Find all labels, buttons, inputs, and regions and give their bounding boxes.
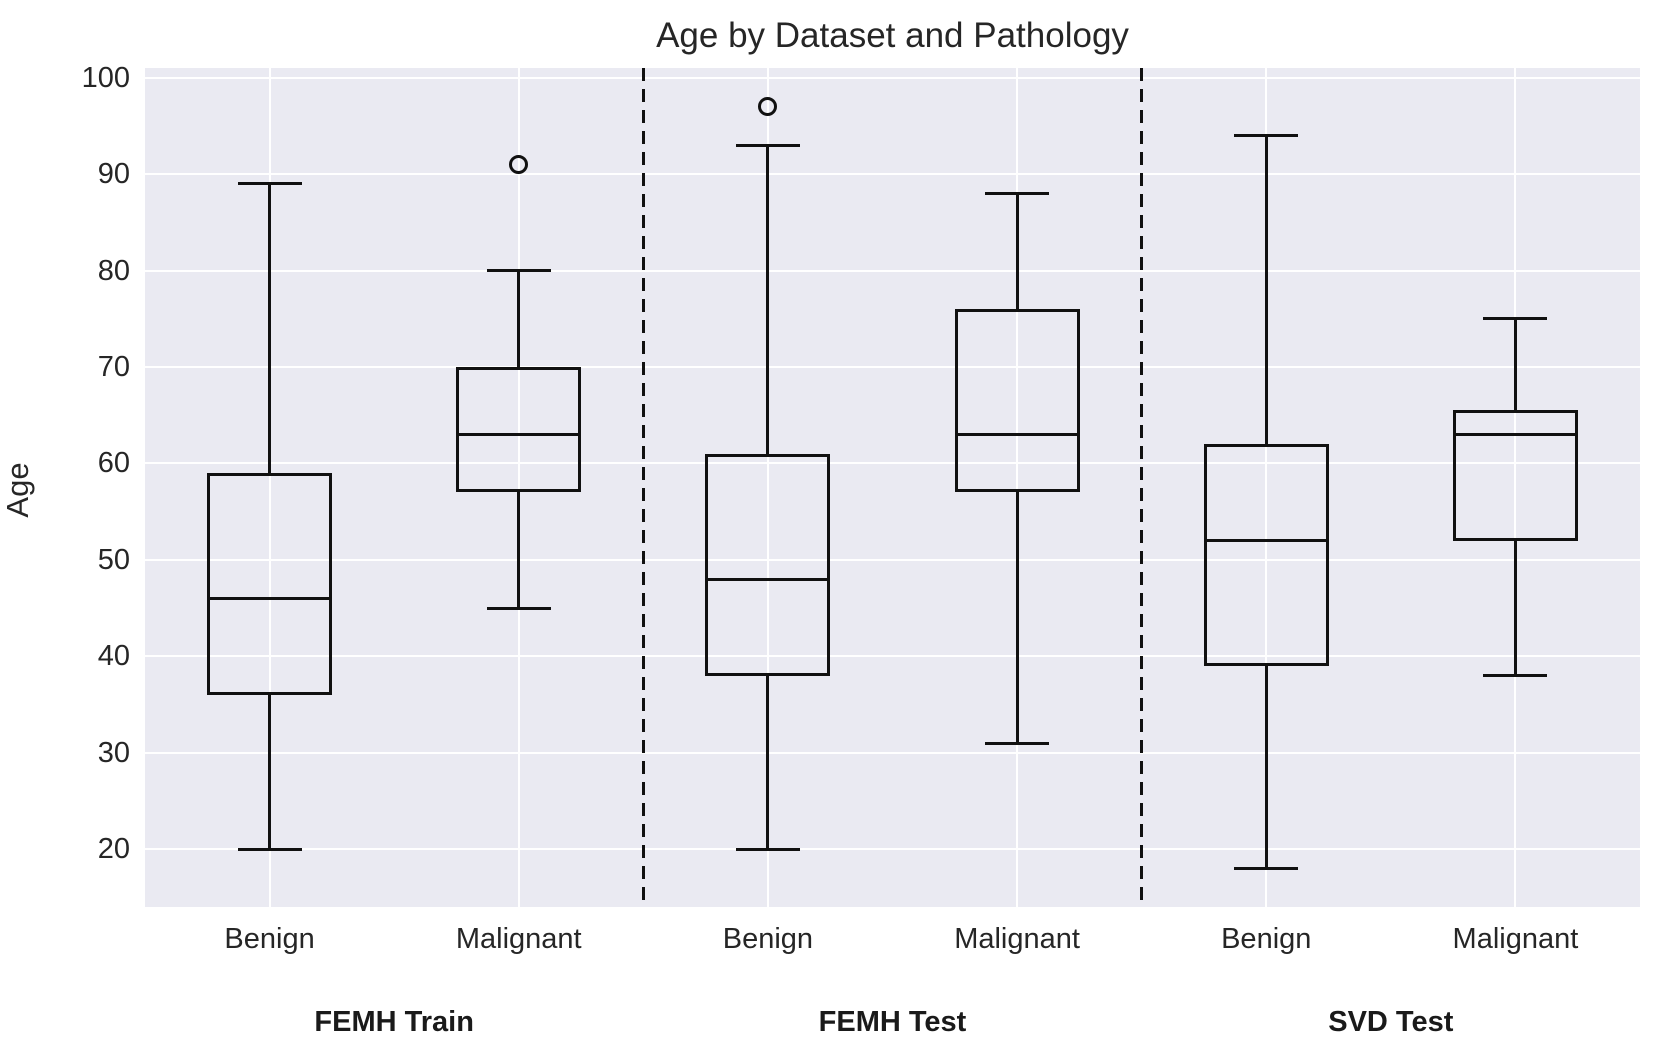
y-gridline (145, 751, 1640, 754)
y-tick-label: 40 (97, 640, 130, 673)
lower-whisker-cap (985, 741, 1050, 745)
upper-whisker-cap (237, 182, 302, 186)
lower-whisker-line (1264, 665, 1268, 869)
lower-whisker-cap (1483, 674, 1548, 678)
upper-whisker-cap (1483, 317, 1548, 321)
median-line (456, 432, 582, 436)
upper-whisker-line (766, 145, 770, 454)
x-tick-label: Malignant (1452, 923, 1579, 955)
y-tick-label: 90 (97, 158, 130, 191)
y-tick-label: 20 (97, 833, 130, 866)
group-separator-line (641, 68, 646, 907)
median-line (705, 577, 831, 581)
median-line (954, 432, 1080, 436)
y-tick-label: 30 (97, 736, 130, 769)
lower-whisker-cap (735, 847, 800, 851)
median-line (207, 596, 333, 600)
group-separator-line (1139, 68, 1144, 907)
upper-whisker-cap (985, 191, 1050, 195)
lower-whisker-cap (237, 847, 302, 851)
x-gridline (517, 68, 520, 907)
upper-whisker-cap (1234, 134, 1299, 137)
y-gridline (145, 848, 1640, 851)
upper-whisker-line (268, 183, 272, 474)
upper-whisker-line (1264, 135, 1268, 445)
lower-whisker-cap (486, 606, 551, 610)
x-gridline (268, 68, 271, 907)
lower-whisker-line (1513, 540, 1517, 676)
iqr-box (954, 309, 1080, 493)
y-tick-label: 80 (97, 254, 130, 287)
iqr-box (1203, 444, 1329, 666)
iqr-box (207, 473, 333, 695)
plot-area (145, 68, 1640, 907)
iqr-box (1452, 410, 1578, 541)
y-gridline (145, 655, 1640, 658)
iqr-box (705, 453, 831, 676)
y-gridline (145, 558, 1640, 561)
lower-whisker-line (1015, 492, 1019, 744)
upper-whisker-line (1513, 318, 1517, 411)
upper-whisker-cap (486, 269, 551, 273)
upper-whisker-cap (735, 143, 800, 147)
median-line (1203, 539, 1329, 543)
upper-whisker-line (517, 270, 521, 367)
median-line (1452, 432, 1578, 436)
group-label: FEMH Train (314, 1006, 474, 1038)
y-gridline (145, 76, 1640, 79)
x-tick-label: Benign (722, 923, 814, 955)
lower-whisker-line (268, 694, 272, 850)
y-tick-label: 50 (97, 543, 130, 576)
lower-whisker-cap (1234, 866, 1299, 870)
x-gridline (1514, 68, 1517, 907)
upper-whisker-line (1015, 193, 1019, 310)
y-gridline (145, 462, 1640, 465)
y-tick-label: 60 (97, 447, 130, 480)
group-label: SVD Test (1328, 1006, 1454, 1038)
chart-title: Age by Dataset and Pathology (656, 16, 1129, 55)
x-tick-label: Benign (1221, 923, 1312, 955)
outlier-marker (758, 97, 778, 117)
x-gridline (1265, 68, 1268, 907)
y-gridline (145, 365, 1640, 368)
y-gridline (145, 269, 1640, 272)
y-tick-label: 70 (97, 350, 130, 383)
y-gridline (145, 173, 1640, 176)
x-tick-label: Malignant (954, 923, 1080, 955)
outlier-marker (509, 154, 529, 174)
x-tick-label: Malignant (455, 923, 582, 955)
x-gridline (766, 68, 769, 907)
lower-whisker-line (766, 675, 770, 850)
group-label: FEMH Test (818, 1006, 967, 1038)
lower-whisker-line (517, 492, 521, 609)
iqr-box (456, 366, 582, 493)
x-tick-label: Benign (224, 923, 315, 955)
x-gridline (1016, 68, 1019, 907)
y-tick-label: 100 (81, 61, 130, 94)
